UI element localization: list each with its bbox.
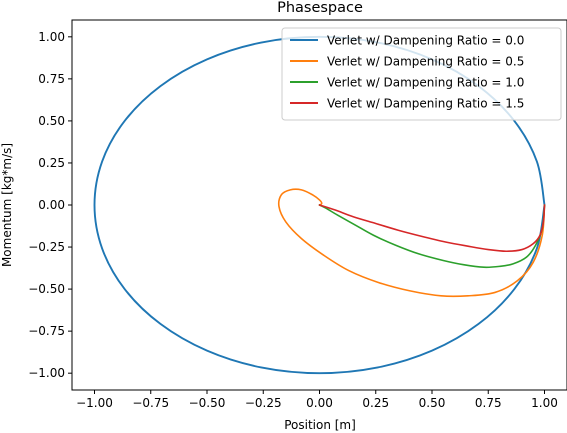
series-line-1	[277, 188, 546, 298]
y-tick-label: −0.25	[28, 240, 65, 254]
legend-entry-label: Verlet w/ Dampening Ratio = 1.0	[327, 76, 524, 90]
y-tick-label: 0.75	[38, 72, 65, 86]
axes: −1.00 −0.75 −0.50 −0.25 0.00 0.25 0.50 0.75 1.00…	[28, 19, 567, 410]
legend-entry-label: Verlet w/ Dampening Ratio = 0.5	[327, 55, 524, 69]
y-tick-label: −0.75	[28, 324, 65, 338]
legend-box	[281, 27, 562, 121]
y-tick-label: 1.00	[38, 30, 65, 44]
x-tick-label: 0.25	[362, 396, 389, 410]
x-axis-title: Position [m]	[284, 418, 356, 432]
x-tick-label: −0.25	[245, 396, 282, 410]
y-tick-label: 0.25	[38, 156, 65, 170]
x-tick-label: −1.00	[76, 396, 113, 410]
x-tick-label: 1.00	[531, 396, 558, 410]
series-line-3	[318, 204, 546, 253]
legend: Verlet w/ Dampening Ratio = 0.0 Verlet w/…	[281, 27, 562, 121]
y-tick-label: −1.00	[28, 366, 65, 380]
legend-entry-label: Verlet w/ Dampening Ratio = 1.5	[327, 97, 524, 111]
x-tick-label: 0.00	[306, 396, 333, 410]
x-tick-label: 0.50	[419, 396, 446, 410]
chart-title: Phasespace	[277, 0, 363, 16]
x-tick-label: 0.75	[475, 396, 502, 410]
y-tick-label: 0.50	[38, 114, 65, 128]
series-line-2	[318, 204, 546, 269]
y-axis-title: Momentum [kg*m/s]	[0, 143, 14, 267]
x-tick-label: −0.50	[189, 396, 226, 410]
x-tick-label: −0.75	[132, 396, 169, 410]
y-tick-label: 0.00	[38, 198, 65, 212]
y-tick-label: −0.50	[28, 282, 65, 296]
legend-entry-label: Verlet w/ Dampening Ratio = 0.0	[327, 34, 524, 48]
